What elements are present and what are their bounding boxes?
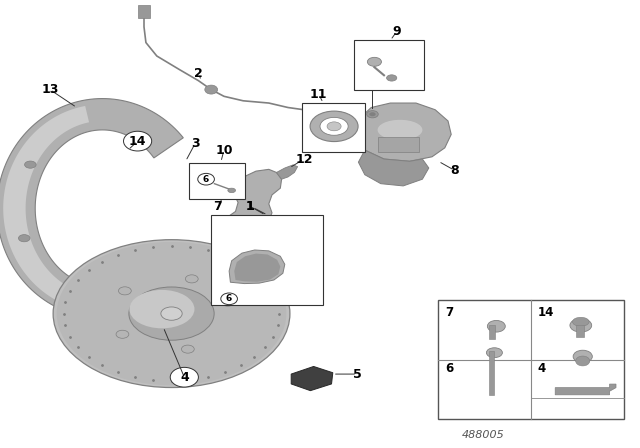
Polygon shape <box>234 254 280 282</box>
Ellipse shape <box>129 290 195 328</box>
Circle shape <box>124 131 152 151</box>
Bar <box>378 137 419 152</box>
Circle shape <box>221 293 237 305</box>
Ellipse shape <box>367 111 378 118</box>
Polygon shape <box>358 150 429 186</box>
Bar <box>211 215 323 305</box>
Ellipse shape <box>576 356 590 366</box>
Ellipse shape <box>19 235 30 242</box>
Circle shape <box>198 173 214 185</box>
Ellipse shape <box>68 287 80 294</box>
Ellipse shape <box>378 120 422 140</box>
Bar <box>189 163 245 199</box>
Polygon shape <box>556 384 616 395</box>
Ellipse shape <box>570 319 592 332</box>
Ellipse shape <box>573 350 593 363</box>
Ellipse shape <box>57 242 286 385</box>
Ellipse shape <box>573 317 589 326</box>
Ellipse shape <box>228 188 236 193</box>
Text: 3: 3 <box>191 137 200 150</box>
Circle shape <box>341 129 354 138</box>
Text: 14: 14 <box>538 306 554 319</box>
Ellipse shape <box>488 320 506 332</box>
Bar <box>302 103 365 152</box>
Text: 4: 4 <box>538 362 546 375</box>
Polygon shape <box>229 250 285 284</box>
Bar <box>138 5 150 18</box>
Text: 14: 14 <box>129 134 147 148</box>
Ellipse shape <box>486 348 502 358</box>
Text: 6: 6 <box>226 294 232 303</box>
Text: 8: 8 <box>450 164 459 177</box>
Text: 6: 6 <box>203 175 209 184</box>
Text: 6: 6 <box>445 362 453 375</box>
Ellipse shape <box>320 117 348 135</box>
Text: 1: 1 <box>245 199 254 213</box>
Ellipse shape <box>129 287 214 340</box>
Ellipse shape <box>327 122 341 131</box>
Polygon shape <box>355 103 451 161</box>
Polygon shape <box>218 169 282 237</box>
Text: 13: 13 <box>41 83 59 96</box>
Ellipse shape <box>367 57 381 66</box>
Text: 11: 11 <box>310 87 328 101</box>
Ellipse shape <box>221 298 234 306</box>
Ellipse shape <box>161 307 182 320</box>
Text: 7: 7 <box>445 306 453 319</box>
Circle shape <box>205 85 218 94</box>
Ellipse shape <box>24 161 36 168</box>
Ellipse shape <box>387 75 397 81</box>
Bar <box>489 351 495 395</box>
Text: 10: 10 <box>215 143 233 157</box>
Polygon shape <box>276 165 298 179</box>
Ellipse shape <box>116 330 129 338</box>
Polygon shape <box>291 366 333 391</box>
Ellipse shape <box>186 275 198 283</box>
Bar <box>577 325 584 336</box>
Text: 488005: 488005 <box>462 431 504 440</box>
Ellipse shape <box>181 345 194 353</box>
Bar <box>354 40 424 90</box>
Polygon shape <box>3 106 89 306</box>
Text: 2: 2 <box>194 67 203 81</box>
Polygon shape <box>0 99 183 318</box>
Ellipse shape <box>310 111 358 142</box>
Bar <box>489 325 495 339</box>
Text: 7: 7 <box>213 199 222 213</box>
Polygon shape <box>106 293 125 311</box>
Text: 5: 5 <box>353 367 362 381</box>
Text: 1: 1 <box>245 199 254 213</box>
Text: 12: 12 <box>295 152 313 166</box>
Text: 9: 9 <box>392 25 401 38</box>
Ellipse shape <box>369 112 376 116</box>
Text: 4: 4 <box>180 370 189 384</box>
Ellipse shape <box>53 240 290 388</box>
Ellipse shape <box>118 287 131 295</box>
Circle shape <box>170 367 198 387</box>
Bar <box>438 300 624 419</box>
